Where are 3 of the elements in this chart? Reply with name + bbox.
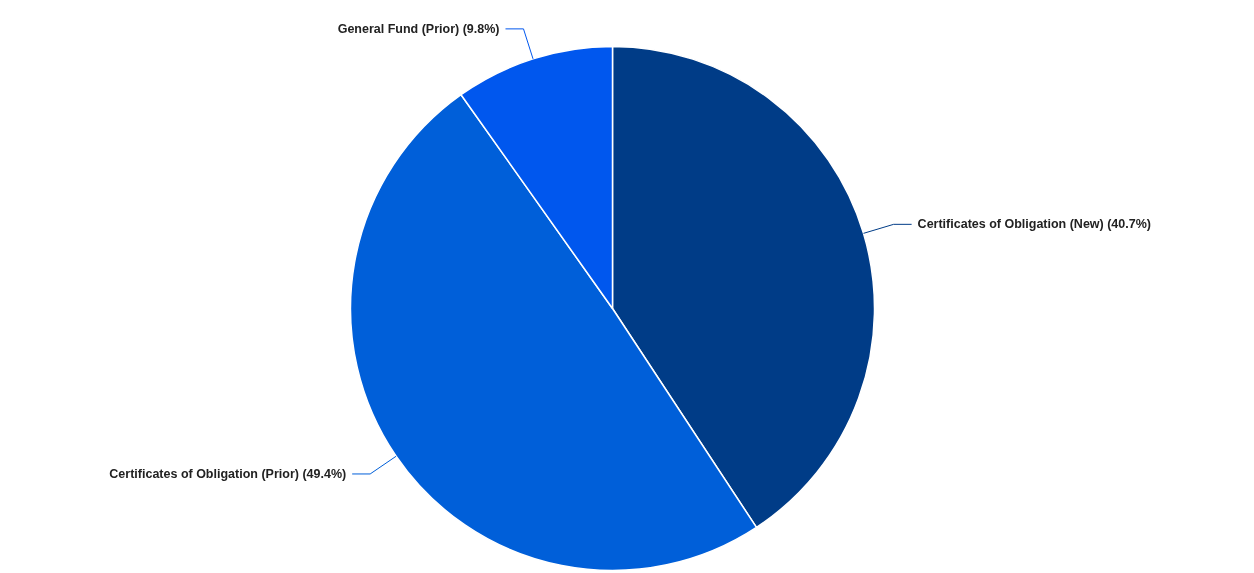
slice-label: General Fund (Prior) (9.8%) bbox=[337, 21, 500, 36]
slice-label: Certificates of Obligation (Prior) (49.4%) bbox=[109, 466, 347, 481]
slice-label: Certificates of Obligation (New) (40.7%) bbox=[917, 217, 1151, 232]
